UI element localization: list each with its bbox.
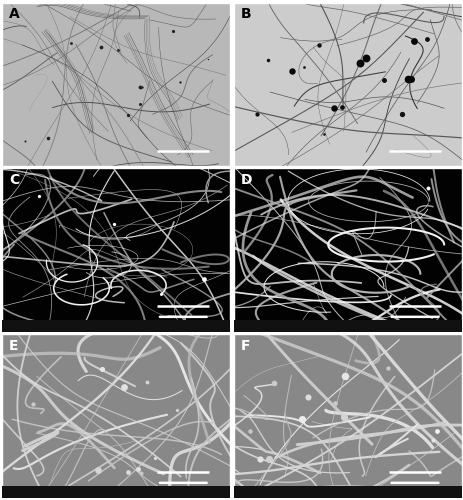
Point	[422, 36, 430, 44]
Point	[124, 110, 131, 118]
Point	[319, 130, 326, 138]
Point	[315, 41, 322, 49]
Point	[329, 104, 337, 112]
Point	[200, 275, 207, 283]
Point	[300, 62, 307, 70]
Text: A: A	[9, 8, 20, 22]
Point	[270, 378, 277, 386]
Point	[138, 469, 145, 477]
Point	[29, 400, 37, 408]
Point	[298, 414, 306, 422]
Point	[44, 134, 51, 141]
Text: E: E	[9, 340, 19, 353]
Point	[119, 382, 127, 390]
Point	[423, 184, 430, 192]
Point	[169, 28, 177, 36]
Point	[433, 427, 440, 435]
Point	[99, 364, 106, 372]
Point	[288, 67, 295, 75]
Point	[407, 76, 414, 84]
Point	[97, 42, 104, 50]
Point	[429, 436, 436, 444]
Point	[304, 394, 311, 402]
Point	[356, 59, 363, 67]
Text: 1/12/2016   HV   Det   Mode   Mag   HFW   Curr     2 μm: 1/12/2016 HV Det Mode Mag HFW Curr 2 μm	[306, 336, 388, 340]
Point	[380, 76, 387, 84]
Bar	[233, 320, 461, 332]
Point	[35, 192, 43, 200]
Point	[114, 46, 121, 54]
Point	[110, 220, 118, 228]
Bar	[2, 320, 230, 332]
Bar	[233, 486, 461, 498]
Text: D: D	[240, 174, 252, 188]
Point	[383, 364, 391, 372]
Text: 1/12/2016   HV   Det   Mode   Mag   HFW   Curr     2 μm: 1/12/2016 HV Det Mode Mag HFW Curr 2 μm	[75, 336, 157, 340]
Point	[22, 136, 29, 144]
Point	[157, 290, 164, 298]
Bar	[2, 486, 230, 498]
Point	[265, 456, 272, 464]
Point	[67, 39, 75, 47]
Point	[150, 454, 158, 462]
Text: C: C	[9, 174, 19, 188]
Point	[204, 55, 212, 63]
Point	[409, 37, 416, 45]
Point	[398, 110, 405, 118]
Point	[136, 83, 144, 91]
Point	[252, 110, 260, 118]
Point	[362, 54, 369, 62]
Point	[173, 406, 181, 413]
Point	[94, 466, 102, 474]
Point	[331, 399, 338, 407]
Point	[138, 83, 145, 91]
Point	[136, 100, 143, 108]
Text: B: B	[240, 8, 251, 22]
Point	[124, 468, 131, 476]
Point	[256, 455, 263, 463]
Text: F: F	[240, 340, 250, 353]
Point	[341, 372, 348, 380]
Point	[176, 78, 183, 86]
Point	[134, 466, 142, 473]
Point	[339, 412, 347, 420]
Point	[263, 56, 271, 64]
Point	[246, 427, 253, 435]
Point	[143, 378, 150, 386]
Point	[338, 103, 345, 111]
Point	[404, 76, 411, 84]
